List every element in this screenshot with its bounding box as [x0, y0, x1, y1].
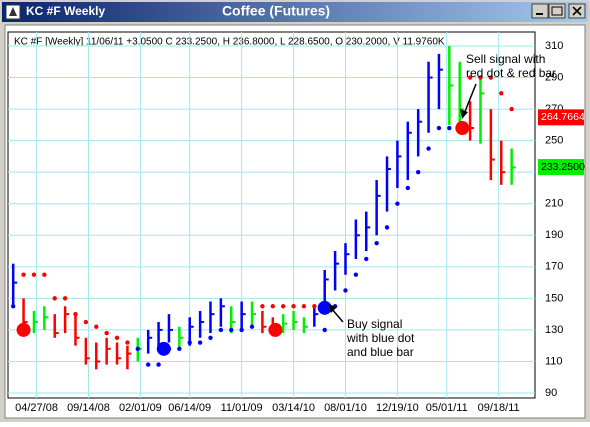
x-tick-label: 02/01/09 — [119, 402, 162, 414]
x-tick-label: 09/14/08 — [67, 402, 110, 414]
stop-dot — [343, 288, 348, 293]
x-tick-label: 04/27/08 — [15, 402, 58, 414]
stop-dot — [426, 146, 431, 151]
stop-dot — [239, 327, 244, 333]
stop-dot — [270, 304, 275, 309]
stop-dot — [478, 75, 483, 80]
stop-dot — [94, 324, 99, 329]
stop-dot — [83, 319, 89, 325]
annotation: and blue bar — [347, 345, 414, 359]
stop-dot — [145, 362, 151, 367]
stop-dot — [104, 330, 109, 336]
stop-dot — [156, 362, 161, 367]
arrow — [463, 83, 477, 115]
x-tick-label: 11/01/09 — [221, 402, 263, 414]
window-buttons — [531, 3, 586, 19]
stop-dot — [364, 256, 369, 262]
stop-dot — [384, 225, 390, 230]
arrowhead — [328, 304, 337, 313]
chart-area — [4, 24, 586, 419]
price-label: 264.7664 — [541, 111, 585, 123]
stop-dot — [447, 125, 452, 131]
stop-dot — [42, 272, 47, 277]
signal-dot — [16, 322, 31, 337]
annotation: with blue dot — [346, 331, 415, 345]
plot: 9011013015017019021023025027029031004/27… — [8, 32, 585, 414]
stop-dot — [229, 327, 234, 333]
signal-dot — [268, 322, 283, 337]
stop-dot — [280, 304, 286, 309]
stop-dot — [415, 169, 421, 175]
stop-dot — [322, 327, 327, 333]
signal-dot — [156, 341, 171, 356]
y-tick-label: 150 — [545, 292, 563, 304]
y-tick-label: 250 — [545, 135, 563, 147]
stop-dot — [291, 304, 296, 309]
stop-dot — [436, 125, 442, 131]
stop-dot — [125, 340, 130, 345]
stop-dot — [52, 296, 57, 301]
annotation: Buy signal — [347, 317, 402, 331]
stop-dot — [260, 304, 265, 309]
stop-dot — [509, 106, 514, 112]
window-title: KC #F Weekly — [26, 4, 105, 18]
stop-dot — [208, 335, 213, 340]
stop-dot — [10, 304, 16, 309]
annotation-arrows — [328, 83, 477, 323]
y-tick-label: 290 — [545, 71, 563, 83]
plot-frame — [7, 31, 536, 399]
stop-dot — [405, 185, 410, 191]
stop-dot — [135, 346, 141, 352]
y-tick-label: 310 — [545, 40, 563, 52]
title-bar — [2, 2, 588, 22]
arrowhead — [460, 109, 468, 119]
close-glyph — [572, 6, 582, 16]
chart-title: Coffee (Futures) — [222, 3, 330, 19]
x-tick-label: 08/01/10 — [324, 402, 367, 414]
stop-dot — [62, 296, 68, 301]
stop-dot — [31, 272, 37, 277]
y-tick-label: 110 — [545, 355, 563, 367]
y-tick-label: 170 — [545, 261, 563, 273]
x-tick-label: 06/14/09 — [168, 402, 211, 414]
price-label-box — [538, 159, 584, 176]
stop-dot — [249, 324, 255, 329]
y-tick-label: 190 — [545, 229, 563, 241]
y-tick-label: 210 — [545, 198, 563, 210]
stop-dot — [374, 240, 379, 246]
stop-dot — [312, 304, 317, 309]
stop-dot — [21, 272, 26, 277]
x-tick-label: 12/19/10 — [376, 402, 419, 414]
annotation: Sell signal with — [466, 52, 545, 66]
annotation: red dot & red bar — [466, 66, 556, 80]
stop-dot — [218, 327, 224, 333]
x-tick-label: 05/01/11 — [426, 402, 468, 414]
stop-dot — [73, 311, 78, 317]
minimize-button[interactable] — [531, 3, 549, 19]
x-tick-label: 09/18/11 — [478, 402, 520, 414]
stop-dot — [467, 75, 473, 80]
x-tick-label: 03/14/10 — [272, 402, 315, 414]
maximize-button[interactable] — [548, 3, 566, 19]
stop-dot — [197, 340, 203, 345]
stop-dot — [499, 91, 504, 96]
maximize-glyph — [551, 6, 563, 16]
y-tick-label: 90 — [545, 387, 557, 399]
signal-dot — [455, 121, 470, 136]
price-label: 233.2500 — [541, 161, 585, 173]
stop-dot — [301, 304, 307, 309]
info-line: KC #F [Weekly] 11/06/11 +3.0500 C 233.25… — [14, 37, 445, 48]
stop-dot — [114, 335, 120, 340]
stop-dot — [488, 75, 494, 80]
stop-dot — [353, 272, 359, 277]
stop-dot — [187, 340, 192, 345]
app-icon-glyph — [9, 7, 17, 16]
price-label-box — [538, 109, 584, 126]
stop-dot — [177, 346, 182, 352]
y-tick-label: 130 — [545, 324, 563, 336]
stop-dot — [395, 201, 400, 206]
